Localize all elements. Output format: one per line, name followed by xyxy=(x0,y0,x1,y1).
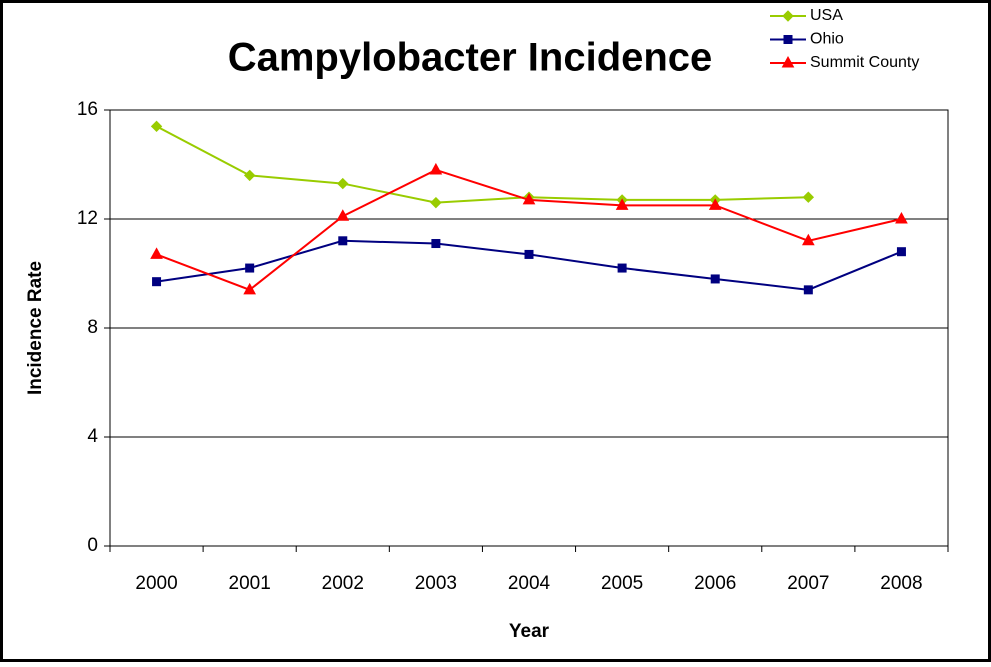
data-point xyxy=(429,162,443,175)
data-point xyxy=(801,233,815,246)
legend-label: USA xyxy=(810,7,843,24)
data-point xyxy=(710,274,720,284)
data-point xyxy=(243,169,256,182)
data-point xyxy=(615,198,629,210)
data-point xyxy=(245,263,255,273)
x-tick-label: 2000 xyxy=(135,573,177,594)
data-point xyxy=(337,177,349,190)
legend-label: Summit County xyxy=(810,54,919,71)
y-tick-label: 12 xyxy=(77,208,98,229)
data-point xyxy=(617,263,627,273)
data-point xyxy=(896,247,906,257)
x-tick-label: 2002 xyxy=(322,573,364,594)
legend-label: Ohio xyxy=(810,31,844,48)
data-point xyxy=(524,249,534,259)
y-tick-label: 16 xyxy=(77,99,98,120)
y-tick-label: 4 xyxy=(87,426,98,447)
x-tick-label: 2008 xyxy=(880,573,922,594)
data-point xyxy=(708,198,722,210)
y-tick-label: 8 xyxy=(87,317,98,338)
x-tick-label: 2001 xyxy=(229,573,271,594)
data-point xyxy=(802,191,815,203)
data-point xyxy=(895,211,908,224)
x-axis-label: Year xyxy=(509,621,550,642)
x-tick-label: 2004 xyxy=(508,573,551,594)
data-point xyxy=(336,209,350,221)
x-tick-label: 2007 xyxy=(787,573,829,594)
data-point xyxy=(243,282,257,295)
chart-title: Campylobacter Incidence xyxy=(228,36,713,80)
series-line xyxy=(156,125,809,204)
y-tick-label: 0 xyxy=(87,535,98,556)
legend-marker xyxy=(783,35,793,44)
data-point xyxy=(430,196,442,209)
data-point xyxy=(150,120,163,133)
legend-marker xyxy=(782,10,794,22)
x-tick-label: 2006 xyxy=(694,573,736,594)
x-tick-label: 2005 xyxy=(601,573,643,594)
data-point xyxy=(152,277,162,287)
data-point xyxy=(431,239,441,249)
data-point xyxy=(803,285,813,295)
data-point xyxy=(150,247,163,259)
data-point xyxy=(338,236,348,246)
legend-marker xyxy=(781,55,795,68)
y-axis-label: Incidence Rate xyxy=(25,261,46,395)
x-tick-label: 2003 xyxy=(415,573,457,594)
data-point xyxy=(522,192,536,205)
